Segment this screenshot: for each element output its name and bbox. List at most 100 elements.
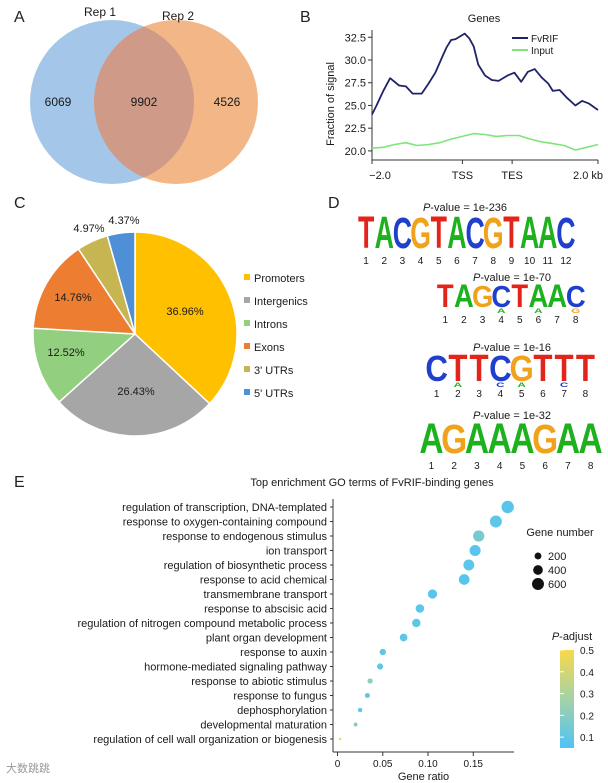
pie-legend-swatch-0 (244, 274, 250, 280)
go-dot (377, 663, 384, 670)
go-term-label: plant organ development (206, 633, 327, 645)
motif-position: 3 (476, 389, 482, 400)
go-color-tick-label: 0.3 (580, 690, 594, 701)
motif-position: 6 (540, 389, 546, 400)
line-chart-series (371, 32, 599, 151)
go-dot (339, 737, 342, 741)
panel-d: D P-value = 1e-236T1A2C3G4T5A6C7G8T9A10A… (328, 195, 603, 472)
line-xtick-label: TSS (452, 170, 473, 182)
line-ytick-label: 25.0 (345, 100, 366, 112)
go-color-tick-label: 0.4 (580, 668, 594, 679)
motif-letter: C (556, 208, 575, 257)
go-color-tick-label: 0.5 (580, 646, 594, 657)
pie-legend-swatch-2 (244, 320, 250, 326)
go-term-label: response to abiotic stimulus (191, 676, 327, 688)
motif-letter: A (510, 415, 534, 463)
motif-letter: T (503, 206, 519, 257)
motif-position: 1 (443, 315, 449, 326)
pie-legend-label-0: Promoters (254, 273, 305, 285)
motif-minor-letter: A (454, 381, 463, 388)
go-term-label: regulation of transcription, DNA-templat… (122, 502, 327, 514)
go-size-legend-dot (533, 565, 543, 575)
go-term-label: regulation of cell wall organization or … (93, 734, 327, 746)
motif-letter: T (511, 279, 528, 315)
motif-letter: C (425, 350, 448, 389)
venn-value-rep1-only: 6069 (45, 95, 72, 109)
go-xlabel: Gene ratio (398, 771, 449, 783)
go-color-tick-label: 0.1 (580, 733, 594, 744)
go-chart-axes: 0 0.05 0.10 0.15 Gene ratio (332, 499, 514, 783)
go-size-legend: Gene number 200 400 600 (526, 527, 594, 591)
line-series-input (371, 132, 599, 151)
line-chart-ylabel: Fraction of signal (325, 62, 337, 146)
pie-legend-label-4: 3' UTRs (254, 365, 294, 377)
go-term-label: response to endogenous stimulus (163, 531, 328, 543)
motif-minor-letter: C (560, 381, 569, 388)
go-dot (469, 544, 481, 557)
motif-position: 6 (536, 315, 542, 326)
pie-label-0: 36.96% (166, 306, 204, 318)
go-dot (473, 530, 485, 542)
go-dot (353, 722, 358, 727)
motif-position: 8 (573, 315, 579, 326)
motif-letter: A (529, 279, 549, 315)
venn-label-rep2: Rep 2 (162, 9, 194, 23)
go-size-legend-label: 400 (548, 565, 566, 577)
motif-position: 8 (490, 256, 496, 267)
motif-position: 8 (588, 461, 594, 472)
motif-letter: A (419, 415, 443, 463)
go-dot (379, 648, 386, 656)
motif-minor-letter: A (517, 381, 526, 388)
go-term-label: regulation of nitrogen compound metaboli… (78, 618, 328, 630)
go-color-legend: P-adjust 0.5 0.4 0.3 0.2 0.1 (552, 631, 594, 748)
motif-letter: T (448, 348, 467, 389)
motif-position: 1 (429, 461, 435, 472)
motif-position: 7 (561, 389, 567, 400)
go-term-label: transmembrane transport (204, 589, 328, 601)
motif-position: 11 (543, 256, 554, 267)
line-ytick-label: 20.0 (345, 146, 366, 158)
go-term-label: response to fungus (233, 691, 327, 703)
motif-letter: C (393, 208, 412, 257)
go-term-label: response to oxygen-containing compound (123, 517, 327, 529)
pie-label-2: 12.52% (47, 347, 85, 359)
motif-minor-letter: C (496, 381, 505, 388)
pie-legend: Promoters Intergenics Introns Exons 3' UTRs 5… (244, 273, 308, 400)
venn-overlap (94, 26, 194, 178)
motif-letter: A (556, 415, 580, 463)
motif-letter: G (441, 416, 467, 462)
motif-letter: G (483, 208, 504, 257)
motif-minor-letter: A (497, 307, 506, 314)
go-size-legend-title: Gene number (526, 527, 594, 539)
pie-slice-1 (57, 332, 211, 437)
motif-letter: A (520, 206, 539, 257)
motif-letter: T (358, 206, 374, 257)
go-xtick-label: 0.05 (373, 759, 393, 770)
motif-position: 10 (524, 256, 536, 267)
line-xtick-label: −2.0 (369, 170, 391, 182)
motif-letter: C (566, 281, 586, 315)
legend-label-fvrif: FvRIF (531, 34, 558, 45)
motif-pvalue-1: P-value = 1e-70 (473, 272, 551, 284)
pie-legend-swatch-4 (244, 366, 250, 372)
line-ytick-label: 27.5 (345, 78, 366, 90)
go-dot (357, 707, 363, 713)
go-size-legend-dot (534, 552, 542, 560)
go-dot (489, 515, 502, 528)
pie-legend-label-3: Exons (254, 342, 285, 354)
motif-letter: C (491, 281, 511, 315)
go-dot (412, 618, 421, 628)
venn-value-both: 9902 (131, 95, 158, 109)
line-ytick-label: 32.5 (345, 32, 366, 44)
motif-position: 4 (497, 461, 503, 472)
go-chart-title: Top enrichment GO terms of FvRIF-binding… (250, 477, 494, 489)
motif-letter: T (555, 348, 574, 389)
motif-letter: A (488, 415, 512, 463)
go-dot (463, 559, 475, 571)
pie-slice-5 (106, 231, 136, 335)
go-dot (501, 500, 514, 514)
motif-position: 7 (554, 315, 560, 326)
motif-letter: A (454, 279, 474, 315)
